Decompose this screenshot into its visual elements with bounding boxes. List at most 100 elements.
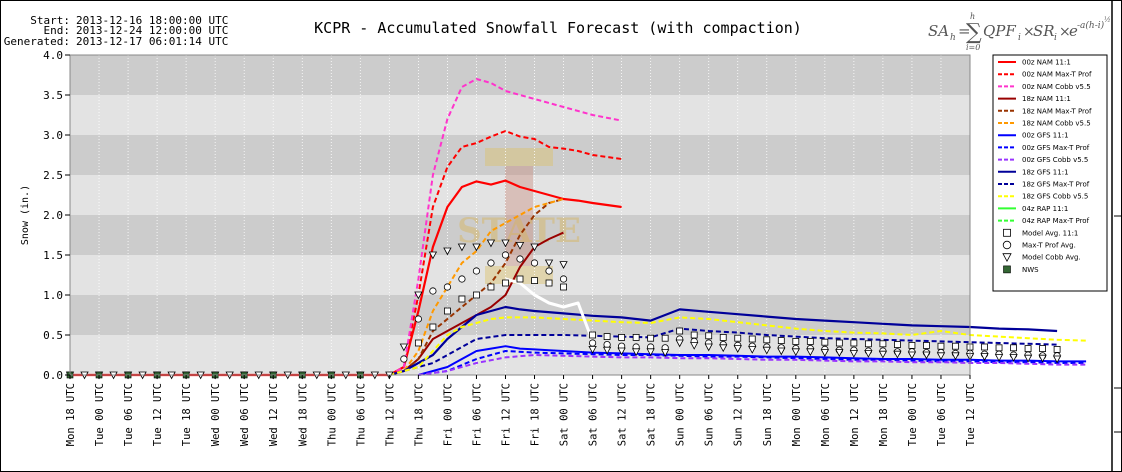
marker-triangle xyxy=(617,347,626,356)
marker-square xyxy=(908,341,916,349)
x-tick-label: Mon 18 UTC xyxy=(65,383,77,446)
marker-triangle xyxy=(515,242,525,250)
marker-circle xyxy=(458,275,466,283)
formula-exp-base: e xyxy=(1069,22,1078,40)
formula-lhs: SA xyxy=(928,22,949,40)
marker-square xyxy=(545,279,553,287)
marker-triangle xyxy=(660,349,670,357)
legend-swatch-square xyxy=(1003,228,1011,237)
plot-band xyxy=(70,295,970,335)
marker-triangle xyxy=(690,342,699,350)
series-line xyxy=(418,354,1087,376)
marker-square xyxy=(864,340,872,348)
y-tick-label: 3.5 xyxy=(43,89,63,102)
marker-square xyxy=(560,283,567,291)
legend-swatch-circle xyxy=(1002,240,1012,250)
marker-triangle xyxy=(704,343,713,352)
x-tick-label: Mon 18 UTC xyxy=(878,383,890,446)
x-tick-label: Thu 00 UTC xyxy=(326,383,338,446)
marker-square xyxy=(1053,345,1061,353)
marker-square xyxy=(850,339,858,347)
x-tick-label: Mon 06 UTC xyxy=(820,383,832,446)
legend-label: 18z NAM 11:1 xyxy=(1022,95,1071,103)
marker-triangle xyxy=(849,350,859,358)
series-line xyxy=(388,130,622,376)
sigma-icon: ∑ xyxy=(966,20,982,45)
marker-square xyxy=(690,331,698,339)
marker-circle xyxy=(501,251,510,259)
x-tick-label: Sat 18 UTC xyxy=(646,383,658,446)
marker-triangle xyxy=(1023,354,1033,363)
x-tick-label: Sat 12 UTC xyxy=(617,383,629,446)
marker-triangle xyxy=(414,291,423,300)
marker-square xyxy=(487,283,495,291)
marker-square xyxy=(937,342,945,350)
plot-grid xyxy=(69,55,971,375)
marker-square xyxy=(516,275,524,283)
marker-triangle xyxy=(936,352,946,361)
start-label: Start: xyxy=(30,14,70,27)
marker-square xyxy=(952,342,959,350)
marker-square xyxy=(748,335,756,343)
snow-accumulation-formula: SA h = h ∑ i=0 QPF i × SR i × e -a(h-i) … xyxy=(928,12,1111,52)
marker-triangle xyxy=(457,243,467,252)
marker-circle xyxy=(472,267,481,275)
marker-square xyxy=(705,332,713,340)
formula-body-sub: i xyxy=(1018,33,1021,43)
marker-circle xyxy=(559,275,568,283)
formula-sum-upper: h xyxy=(970,12,975,21)
marker-square xyxy=(763,336,771,344)
marker-triangle xyxy=(791,348,800,357)
marker-square xyxy=(719,333,727,341)
marker-square xyxy=(473,291,480,299)
marker-triangle xyxy=(443,247,452,256)
marker-circle xyxy=(487,259,495,267)
legend-label: 04z RAP Max-T Prof xyxy=(1022,217,1090,225)
x-tick-label: Tue 06 UTC xyxy=(936,383,948,446)
marker-triangle xyxy=(486,239,496,248)
marker-circle xyxy=(530,259,539,267)
marker-square xyxy=(806,337,814,345)
x-tick-label: Sun 06 UTC xyxy=(704,383,716,446)
marker-triangle xyxy=(428,251,438,260)
plot-band xyxy=(70,175,970,215)
x-tick-label: Tue 00 UTC xyxy=(907,383,919,446)
marker-square xyxy=(1024,345,1032,353)
marker-square xyxy=(502,279,509,287)
marker-square xyxy=(821,338,829,346)
formula-sr: SR xyxy=(1033,22,1055,40)
marker-square xyxy=(995,344,1003,352)
y-tick-label: 4.0 xyxy=(43,49,63,62)
marker-triangle xyxy=(559,261,568,269)
marker-circle xyxy=(400,355,408,363)
marker-triangle xyxy=(777,347,786,356)
x-tick-label: Wed 18 UTC xyxy=(297,383,309,446)
series-line xyxy=(389,316,1087,376)
marker-square xyxy=(531,277,538,285)
marker-square xyxy=(894,341,901,349)
x-tick-label: Sun 18 UTC xyxy=(762,383,774,446)
x-tick-label: Tue 18 UTC xyxy=(181,383,193,446)
legend: 00z NAM 11:1 00z NAM Max-T Prof 00z NAM Co… xyxy=(992,54,1108,292)
formula-sr-sub: i xyxy=(1054,33,1057,43)
marker-circle xyxy=(516,255,524,263)
marker-square xyxy=(632,333,640,341)
x-tick-label: Thu 06 UTC xyxy=(355,383,367,446)
legend-label: 18z GFS 11:1 xyxy=(1022,168,1069,176)
x-tick-label: Mon 12 UTC xyxy=(849,383,861,446)
legend-label: Max-T Prof Avg. xyxy=(1022,242,1076,250)
generated-label: Generated: xyxy=(4,35,70,48)
marker-square xyxy=(458,295,466,303)
marker-triangle xyxy=(675,339,684,348)
marker-square xyxy=(734,334,742,342)
series-line xyxy=(505,277,595,342)
marker-triangle xyxy=(980,353,989,361)
legend-box xyxy=(992,54,1108,292)
x-tick-label: Sat 00 UTC xyxy=(559,383,571,446)
x-tick-label: Tue 12 UTC xyxy=(965,383,977,446)
x-tick-label: Fri 00 UTC xyxy=(442,383,454,446)
marker-square xyxy=(429,323,437,331)
x-tick-label: Sun 00 UTC xyxy=(675,383,687,446)
marker-triangle xyxy=(602,346,612,355)
marker-triangle xyxy=(893,350,902,359)
